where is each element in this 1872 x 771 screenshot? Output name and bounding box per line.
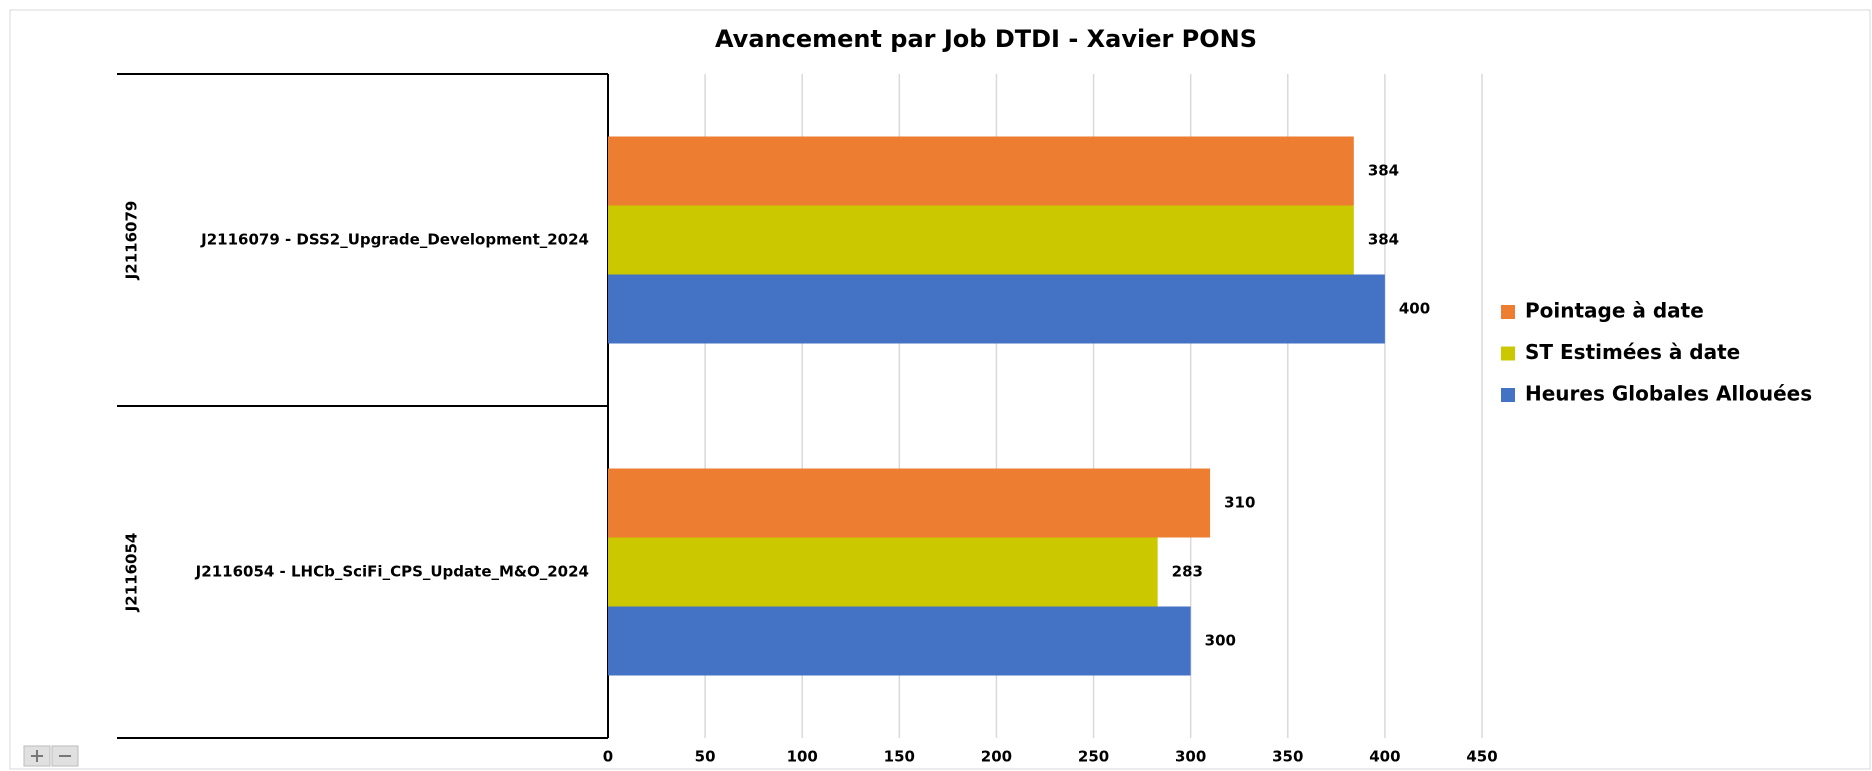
- bar: [608, 205, 1354, 275]
- bar: [608, 606, 1191, 676]
- x-tick-label: 0: [603, 748, 613, 766]
- data-label: 384: [1368, 231, 1399, 249]
- legend-swatch: [1501, 305, 1515, 319]
- legend-swatch: [1501, 388, 1515, 402]
- legend-label: Pointage à date: [1525, 299, 1704, 323]
- x-tick-label: 400: [1369, 748, 1400, 766]
- x-tick-label: 300: [1175, 748, 1206, 766]
- data-label: 400: [1399, 300, 1430, 318]
- category-label: J2116079 - DSS2_Upgrade_Development_2024: [200, 231, 589, 249]
- bar: [608, 468, 1211, 538]
- x-tick-label: 250: [1078, 748, 1109, 766]
- data-label: 384: [1368, 162, 1399, 180]
- x-tick-label: 100: [787, 748, 818, 766]
- data-label: 300: [1205, 632, 1236, 650]
- data-label: 283: [1172, 563, 1203, 581]
- bar: [608, 136, 1354, 206]
- x-tick-label: 50: [695, 748, 716, 766]
- x-tick-label: 450: [1466, 748, 1497, 766]
- category-group-label: J2116054: [123, 533, 141, 613]
- category-label: J2116054 - LHCb_SciFi_CPS_Update_M&O_202…: [195, 563, 589, 581]
- zoom-in-icon: [31, 750, 43, 762]
- zoom-controls[interactable]: [23, 745, 79, 767]
- chart-title: Avancement par Job DTDI - Xavier PONS: [715, 25, 1257, 53]
- category-group-label: J2116079: [123, 201, 141, 281]
- bar: [608, 274, 1385, 344]
- x-tick-label: 200: [981, 748, 1012, 766]
- legend-swatch: [1501, 346, 1515, 361]
- x-tick-label: 350: [1272, 748, 1303, 766]
- x-tick-label: 150: [884, 748, 915, 766]
- bar: [608, 537, 1158, 607]
- data-label: 310: [1224, 494, 1255, 512]
- legend-label: ST Estimées à date: [1525, 340, 1740, 364]
- legend-label: Heures Globales Allouées: [1525, 382, 1812, 406]
